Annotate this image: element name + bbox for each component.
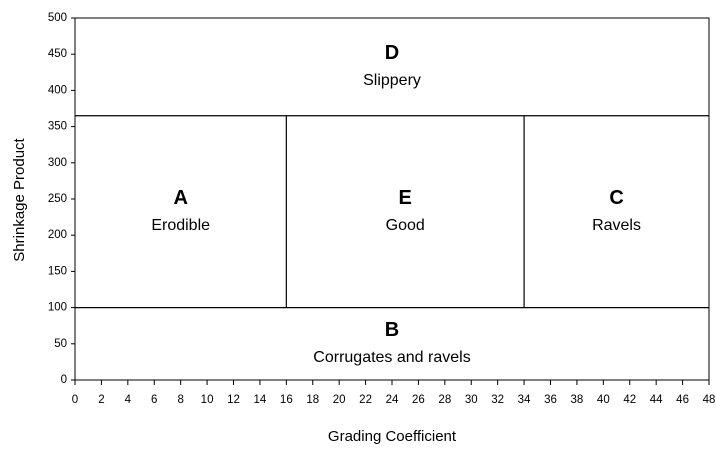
x-tick-label: 0 (72, 394, 78, 406)
x-tick-label: 12 (227, 394, 240, 406)
y-tick-label: 50 (54, 338, 67, 350)
x-tick-label: 44 (650, 394, 663, 406)
y-tick-label: 250 (48, 193, 67, 205)
x-tick-label: 32 (491, 394, 504, 406)
y-tick-label: 100 (48, 302, 67, 314)
y-tick-label: 0 (61, 374, 67, 386)
x-tick-label: 18 (306, 394, 319, 406)
x-tick-label: 22 (359, 394, 372, 406)
zone-label: Good (386, 217, 425, 234)
x-tick-label: 2 (98, 394, 104, 406)
zone-letter: C (609, 187, 623, 209)
x-tick-label: 24 (386, 394, 399, 406)
x-tick-label: 6 (151, 394, 157, 406)
x-tick-label: 46 (676, 394, 689, 406)
x-tick-label: 30 (465, 394, 478, 406)
x-tick-label: 20 (333, 394, 346, 406)
x-axis-title: Grading Coefficient (328, 428, 457, 445)
x-tick-label: 16 (280, 394, 293, 406)
x-tick-label: 8 (177, 394, 183, 406)
x-tick-label: 26 (412, 394, 425, 406)
y-tick-label: 350 (48, 121, 67, 133)
zone-letter: B (385, 319, 399, 341)
zone-label: Ravels (592, 217, 641, 234)
y-tick-label: 450 (48, 48, 67, 60)
x-tick-label: 38 (571, 394, 584, 406)
x-tick-label: 48 (703, 394, 716, 406)
zone-letter: E (399, 187, 412, 209)
x-tick-label: 34 (518, 394, 531, 406)
y-tick-label: 150 (48, 265, 67, 277)
zone-label: Erodible (151, 217, 210, 234)
x-tick-label: 10 (201, 394, 214, 406)
x-tick-label: 4 (125, 394, 132, 406)
zone-letter: A (173, 187, 187, 209)
zone-letter: D (385, 42, 399, 64)
x-tick-label: 28 (438, 394, 451, 406)
y-tick-label: 300 (48, 157, 67, 169)
y-tick-label: 400 (48, 84, 67, 96)
y-axis-title: Shrinkage Product (11, 137, 28, 261)
y-tick-label: 200 (48, 229, 67, 241)
zone-label: Slippery (363, 72, 421, 89)
x-tick-label: 42 (623, 394, 636, 406)
x-tick-label: 40 (597, 394, 610, 406)
x-tick-label: 36 (544, 394, 557, 406)
x-tick-label: 14 (254, 394, 267, 406)
zone-label: Corrugates and ravels (313, 349, 470, 366)
y-tick-label: 500 (48, 12, 67, 24)
